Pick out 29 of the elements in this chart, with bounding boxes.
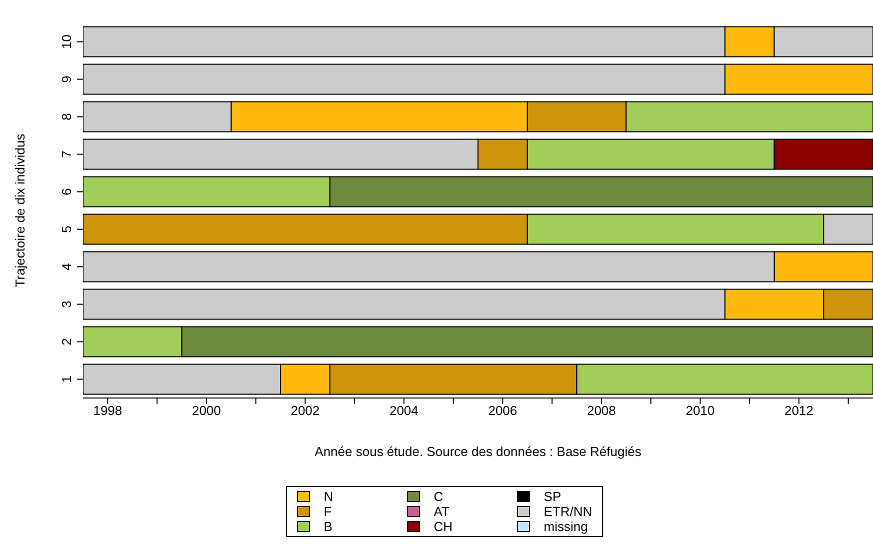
x-tick-label: 2002 bbox=[290, 403, 320, 418]
legend-label: AT bbox=[434, 504, 450, 519]
y-tick-label: 5 bbox=[59, 226, 74, 233]
x-tick-label: 2012 bbox=[784, 403, 814, 418]
legend-label: SP bbox=[544, 489, 562, 504]
y-tick-label: 7 bbox=[59, 150, 74, 158]
legend-label: missing bbox=[544, 519, 588, 534]
legend-label: CH bbox=[434, 519, 453, 534]
y-tick-label: 9 bbox=[59, 76, 74, 83]
y-tick-label: 6 bbox=[59, 188, 74, 196]
legend-label: ETR/NN bbox=[544, 504, 592, 519]
y-tick-label: 3 bbox=[59, 300, 74, 308]
x-tick-label: 2006 bbox=[488, 403, 518, 418]
y-tick-label: 1 bbox=[59, 376, 74, 383]
legend-label: F bbox=[324, 504, 332, 519]
x-tick-label: 2000 bbox=[192, 403, 221, 418]
x-tick-label: 2010 bbox=[686, 403, 715, 418]
y-tick-label: 4 bbox=[59, 263, 74, 270]
x-tick-label: 1998 bbox=[93, 403, 122, 418]
y-tick-label: 10 bbox=[59, 34, 74, 49]
x-tick-label: 2008 bbox=[586, 403, 616, 418]
x-axis-title: Année sous étude. Source des données : Base Réfugiés bbox=[314, 444, 642, 459]
y-axis-title: Trajectoire de dix individus bbox=[12, 133, 28, 288]
x-tick-label: 2004 bbox=[389, 403, 418, 418]
legend-label: C bbox=[434, 489, 444, 504]
legend-label: N bbox=[324, 489, 334, 504]
y-tick-label: 2 bbox=[59, 338, 74, 346]
legend-label: B bbox=[324, 519, 332, 534]
y-tick-label: 8 bbox=[59, 113, 74, 120]
